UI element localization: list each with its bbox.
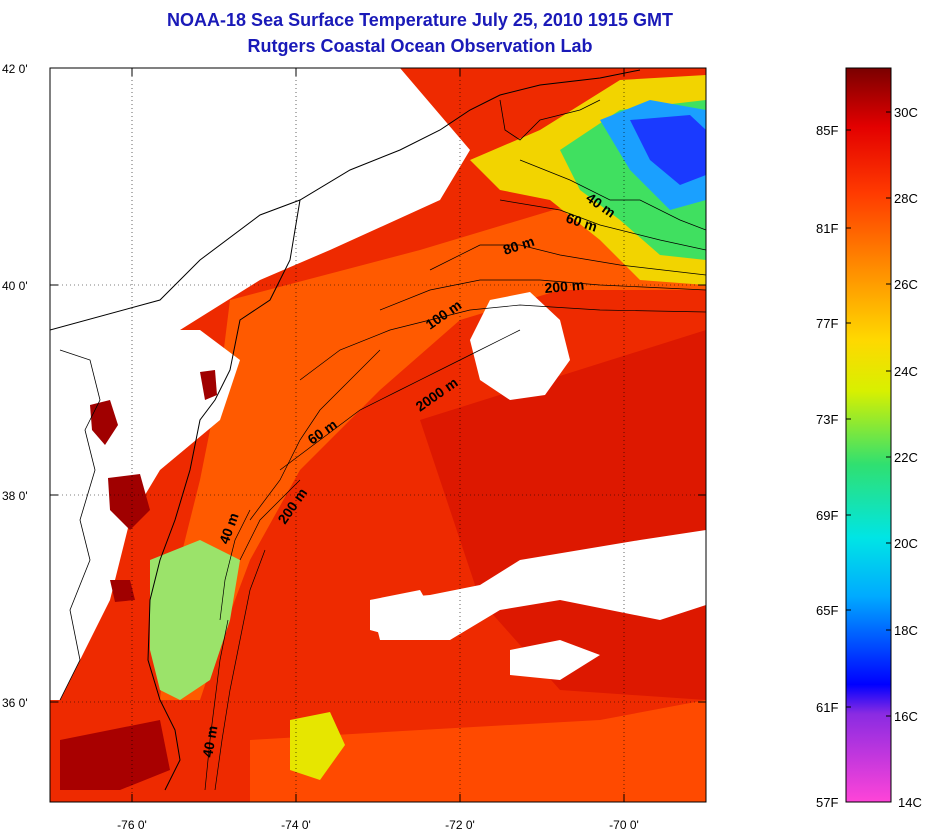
colorbar-c-label: 16C <box>894 709 918 724</box>
colorbar-f-label: 73F <box>816 412 839 427</box>
estuary-chesapeake-mouth <box>108 474 150 530</box>
lon-label: -72 0' <box>445 818 475 832</box>
map-subtitle: Rutgers Coastal Ocean Observation Lab <box>247 36 593 56</box>
estuary-small <box>110 580 135 602</box>
contour-shelf-break-south <box>214 549 266 791</box>
colorbar-f-label: 61F <box>816 700 839 715</box>
colorbar-ticks <box>846 111 891 717</box>
contour-2000m <box>279 329 521 471</box>
shelf-orange-band <box>160 170 706 700</box>
cloud-gulf-stream <box>470 292 570 400</box>
colorbar-c-label: 26C <box>894 277 918 292</box>
colorbar-f-label: 85F <box>816 123 839 138</box>
coastline-chesapeake <box>59 349 101 701</box>
graticule <box>50 68 706 802</box>
contour-label: 200 m <box>544 277 585 296</box>
lat-label: 40 0' <box>2 279 28 293</box>
map-frame <box>49 67 707 803</box>
lat-label: 36 0' <box>2 696 28 710</box>
coastline-northeast <box>50 69 641 331</box>
colorbar-f-label: 81F <box>816 221 839 236</box>
colorbar-c-label: 28C <box>894 191 918 206</box>
contour-200m-north <box>379 279 706 311</box>
contour-label: 40 m <box>199 724 220 758</box>
contour-80m <box>429 244 706 276</box>
land-cloud-north <box>50 68 470 330</box>
estuary-chesapeake-north <box>90 400 118 445</box>
colorbar-c-label: 22C <box>894 450 918 465</box>
lon-label: -76 0' <box>117 818 147 832</box>
contour-40m-south <box>219 509 251 621</box>
lon-label: -74 0' <box>281 818 311 832</box>
coldest-region <box>630 115 706 185</box>
colorbar-c-label: 24C <box>894 364 918 379</box>
contour-200m-south <box>239 479 301 561</box>
colorbar-f-label: 77F <box>816 316 839 331</box>
colorbar <box>845 67 892 803</box>
colorbar-c-label: 30C <box>894 105 918 120</box>
map-field: 40 m 60 m 80 m 200 m 100 m 2000 m 60 m 2… <box>50 68 706 802</box>
cloud-patch <box>370 590 440 638</box>
coastline-cape <box>499 99 601 141</box>
contour-40m-far-south <box>204 619 229 791</box>
lon-label: -70 0' <box>609 818 639 832</box>
contour-40m <box>519 159 706 231</box>
lat-label: 42 0' <box>2 62 28 76</box>
colorbar-c-label: 18C <box>894 623 918 638</box>
cloud-southeast <box>370 530 706 640</box>
contour-60m-north <box>499 199 706 251</box>
contour-60m-south <box>249 349 381 521</box>
south-yellow-patch <box>290 712 345 780</box>
nearshore-cool-strip <box>150 540 240 700</box>
estuary-delaware <box>200 370 217 400</box>
colorbar-c-label: 20C <box>894 536 918 551</box>
map-title: NOAA-18 Sea Surface Temperature July 25,… <box>167 10 673 30</box>
colorbar-c-label: 14C <box>898 795 922 810</box>
colorbar-f-label: 69F <box>816 508 839 523</box>
estuary-pamlico <box>60 720 170 790</box>
south-orange-patch <box>250 700 706 802</box>
cloud-south-small <box>510 640 600 680</box>
lat-label: 38 0' <box>2 489 28 503</box>
map-ticks <box>50 68 706 802</box>
colorbar-f-label: 57F <box>816 795 839 810</box>
colorbar-f-label: 65F <box>816 603 839 618</box>
contour-100m <box>299 304 706 381</box>
